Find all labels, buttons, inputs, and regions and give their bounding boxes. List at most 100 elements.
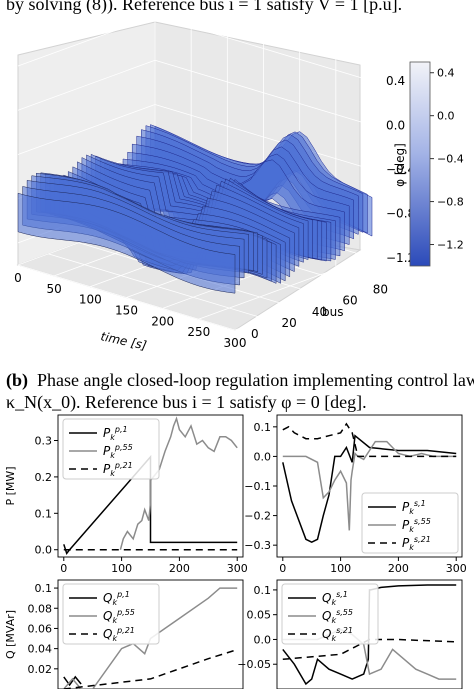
colorbar: [409, 61, 431, 267]
legend-label: Qkp,21: [103, 626, 135, 643]
colorbar-tick-label: 0.4: [437, 67, 455, 80]
x-tick-label: 200: [151, 314, 174, 328]
series-line: [119, 416, 238, 550]
x-tick-label: 150: [115, 304, 138, 318]
plot-frame: [57, 414, 244, 558]
legend-label: Pks,1: [402, 499, 426, 516]
x-tick-label: 0: [60, 562, 67, 575]
plot-frame: [276, 579, 463, 689]
legend-label: Qkp,55: [103, 608, 135, 625]
wall-gridline: [17, 104, 156, 155]
y-tick-label: 0.1: [35, 582, 53, 595]
x-tick-label: 100: [330, 562, 351, 575]
series-line: [282, 628, 457, 680]
legend-label: Qks,55: [322, 608, 353, 625]
panel-p-secondary: 0 100 200 300 0.1 0.0 −0.1 −0.2 −0.3 Pks,1Pks,55P…: [244, 414, 467, 575]
y-axis-label: bus: [322, 305, 343, 319]
z-axis-label: φ [deg]: [393, 143, 407, 187]
y-tick-label: 0.02: [28, 663, 53, 676]
surface-chart: 0 50 100 150 200 250 300 0 20 40 60 80 −1.2 −0.8 −0.4 0…: [14, 15, 464, 353]
series-line: [282, 422, 457, 458]
z-tick-label: 0.0: [386, 118, 405, 132]
y-tick-label: 40: [312, 305, 327, 319]
y-tick-label: −0.2: [244, 510, 271, 523]
x-tick-label: 300: [224, 336, 247, 350]
x-axis-label: time [s]: [99, 329, 148, 352]
colorbar-tick-label: −1.2: [437, 239, 464, 252]
series-line: [63, 675, 82, 687]
legend-box: [361, 492, 459, 554]
legend-label: Pks,21: [402, 535, 431, 552]
y-tick-label: 0.08: [28, 602, 53, 615]
y-tick-label: −0.3: [244, 539, 271, 552]
series-line: [63, 587, 238, 689]
legend-label: Pkp,55: [103, 443, 133, 460]
y-tick-label: 0.05: [247, 609, 272, 622]
z-tick-label: −1.2: [386, 251, 415, 265]
y-tick-label: 0.1: [254, 421, 272, 434]
y-tick-label: 0.1: [35, 507, 53, 520]
x-tick-label: 100: [79, 293, 102, 307]
x-tick-label: 200: [388, 562, 409, 575]
y-tick-label: 20: [281, 316, 296, 330]
plot-frame: [57, 579, 244, 689]
x-tick-label: 50: [47, 282, 62, 296]
y-tick-label: 0.3: [35, 434, 53, 447]
wall-gridline: [17, 59, 156, 111]
series-line: [282, 638, 457, 661]
wall-gridline: [17, 15, 156, 67]
caption-b: (b) Phase angle closed-loop regulation i…: [6, 369, 474, 391]
floor-gridline: [48, 253, 266, 320]
legend-label: Pkp,21: [103, 461, 133, 478]
caption-b-line2: κ_N(x_0). Reference bus i = 1 satisfy φ …: [6, 392, 367, 412]
y-tick-label: 60: [342, 294, 357, 308]
y-tick-label: 0: [251, 327, 259, 341]
legend-label: Qks,21: [322, 626, 353, 643]
y-tick-label: 0.0: [254, 450, 272, 463]
legend-label: Qks,1: [322, 590, 348, 607]
y-tick-label: 0.1: [254, 584, 272, 597]
x-tick-label: 0: [14, 271, 22, 285]
caption-b-label: (b): [6, 370, 28, 390]
plot-frame: [276, 414, 463, 558]
colorbar-tick-label: 0.0: [437, 110, 455, 123]
caption-b-line1: Phase angle closed-loop regulation imple…: [37, 370, 474, 390]
panel-q-primary: 0.02 0.04 0.06 0.08 0.1 Q [MVAr] Qkp,1Qkp,55Qk…: [4, 579, 244, 689]
panel-p-primary: 0 100 200 300 0.0 0.1 0.2 0.3 P [MW] Pkp,1Pkp,55P…: [4, 414, 248, 575]
z-tick-label: 0.4: [386, 74, 405, 88]
legend-label: Pks,55: [402, 517, 431, 534]
floor-gridline: [198, 268, 336, 320]
y-tick-label: 0.0: [35, 544, 53, 557]
y-tick-label: 80: [373, 283, 388, 297]
series-line: [282, 440, 457, 531]
series-line: [63, 454, 238, 555]
legend-box: [62, 418, 160, 480]
y-tick-label: 0.0: [254, 633, 272, 646]
x-tick-label: 0: [279, 562, 286, 575]
x-tick-label: 100: [111, 562, 132, 575]
x-tick-label: 250: [187, 325, 210, 339]
floor-gridline: [234, 279, 373, 331]
legend-label: Qkp,1: [103, 590, 130, 607]
colorbar-tick-label: −0.8: [437, 196, 464, 209]
series-line: [282, 434, 457, 544]
floor-gridline: [17, 264, 236, 331]
y-axis-label: Q [MVAr]: [4, 610, 17, 659]
z-tick-label: −0.4: [386, 162, 415, 176]
y-tick-label: 0.2: [35, 471, 53, 484]
colorbar-tick-label: −0.4: [437, 153, 464, 166]
surface-strip: [17, 192, 236, 294]
header-caption: by solving (8)). Reference bus i = 1 sat…: [6, 0, 403, 14]
y-axis-label: P [MW]: [4, 466, 17, 505]
legend-box: [281, 583, 379, 645]
legend-label: Pkp,1: [103, 425, 128, 442]
y-tick-label: 0.06: [28, 622, 53, 635]
series-line: [63, 648, 238, 689]
legend-box: [62, 583, 160, 645]
series-line: [282, 584, 457, 686]
y-tick-label: −0.1: [244, 480, 271, 493]
z-tick-label: −0.8: [386, 207, 415, 221]
y-tick-label: −0.05: [237, 658, 271, 671]
x-tick-label: 200: [169, 562, 190, 575]
